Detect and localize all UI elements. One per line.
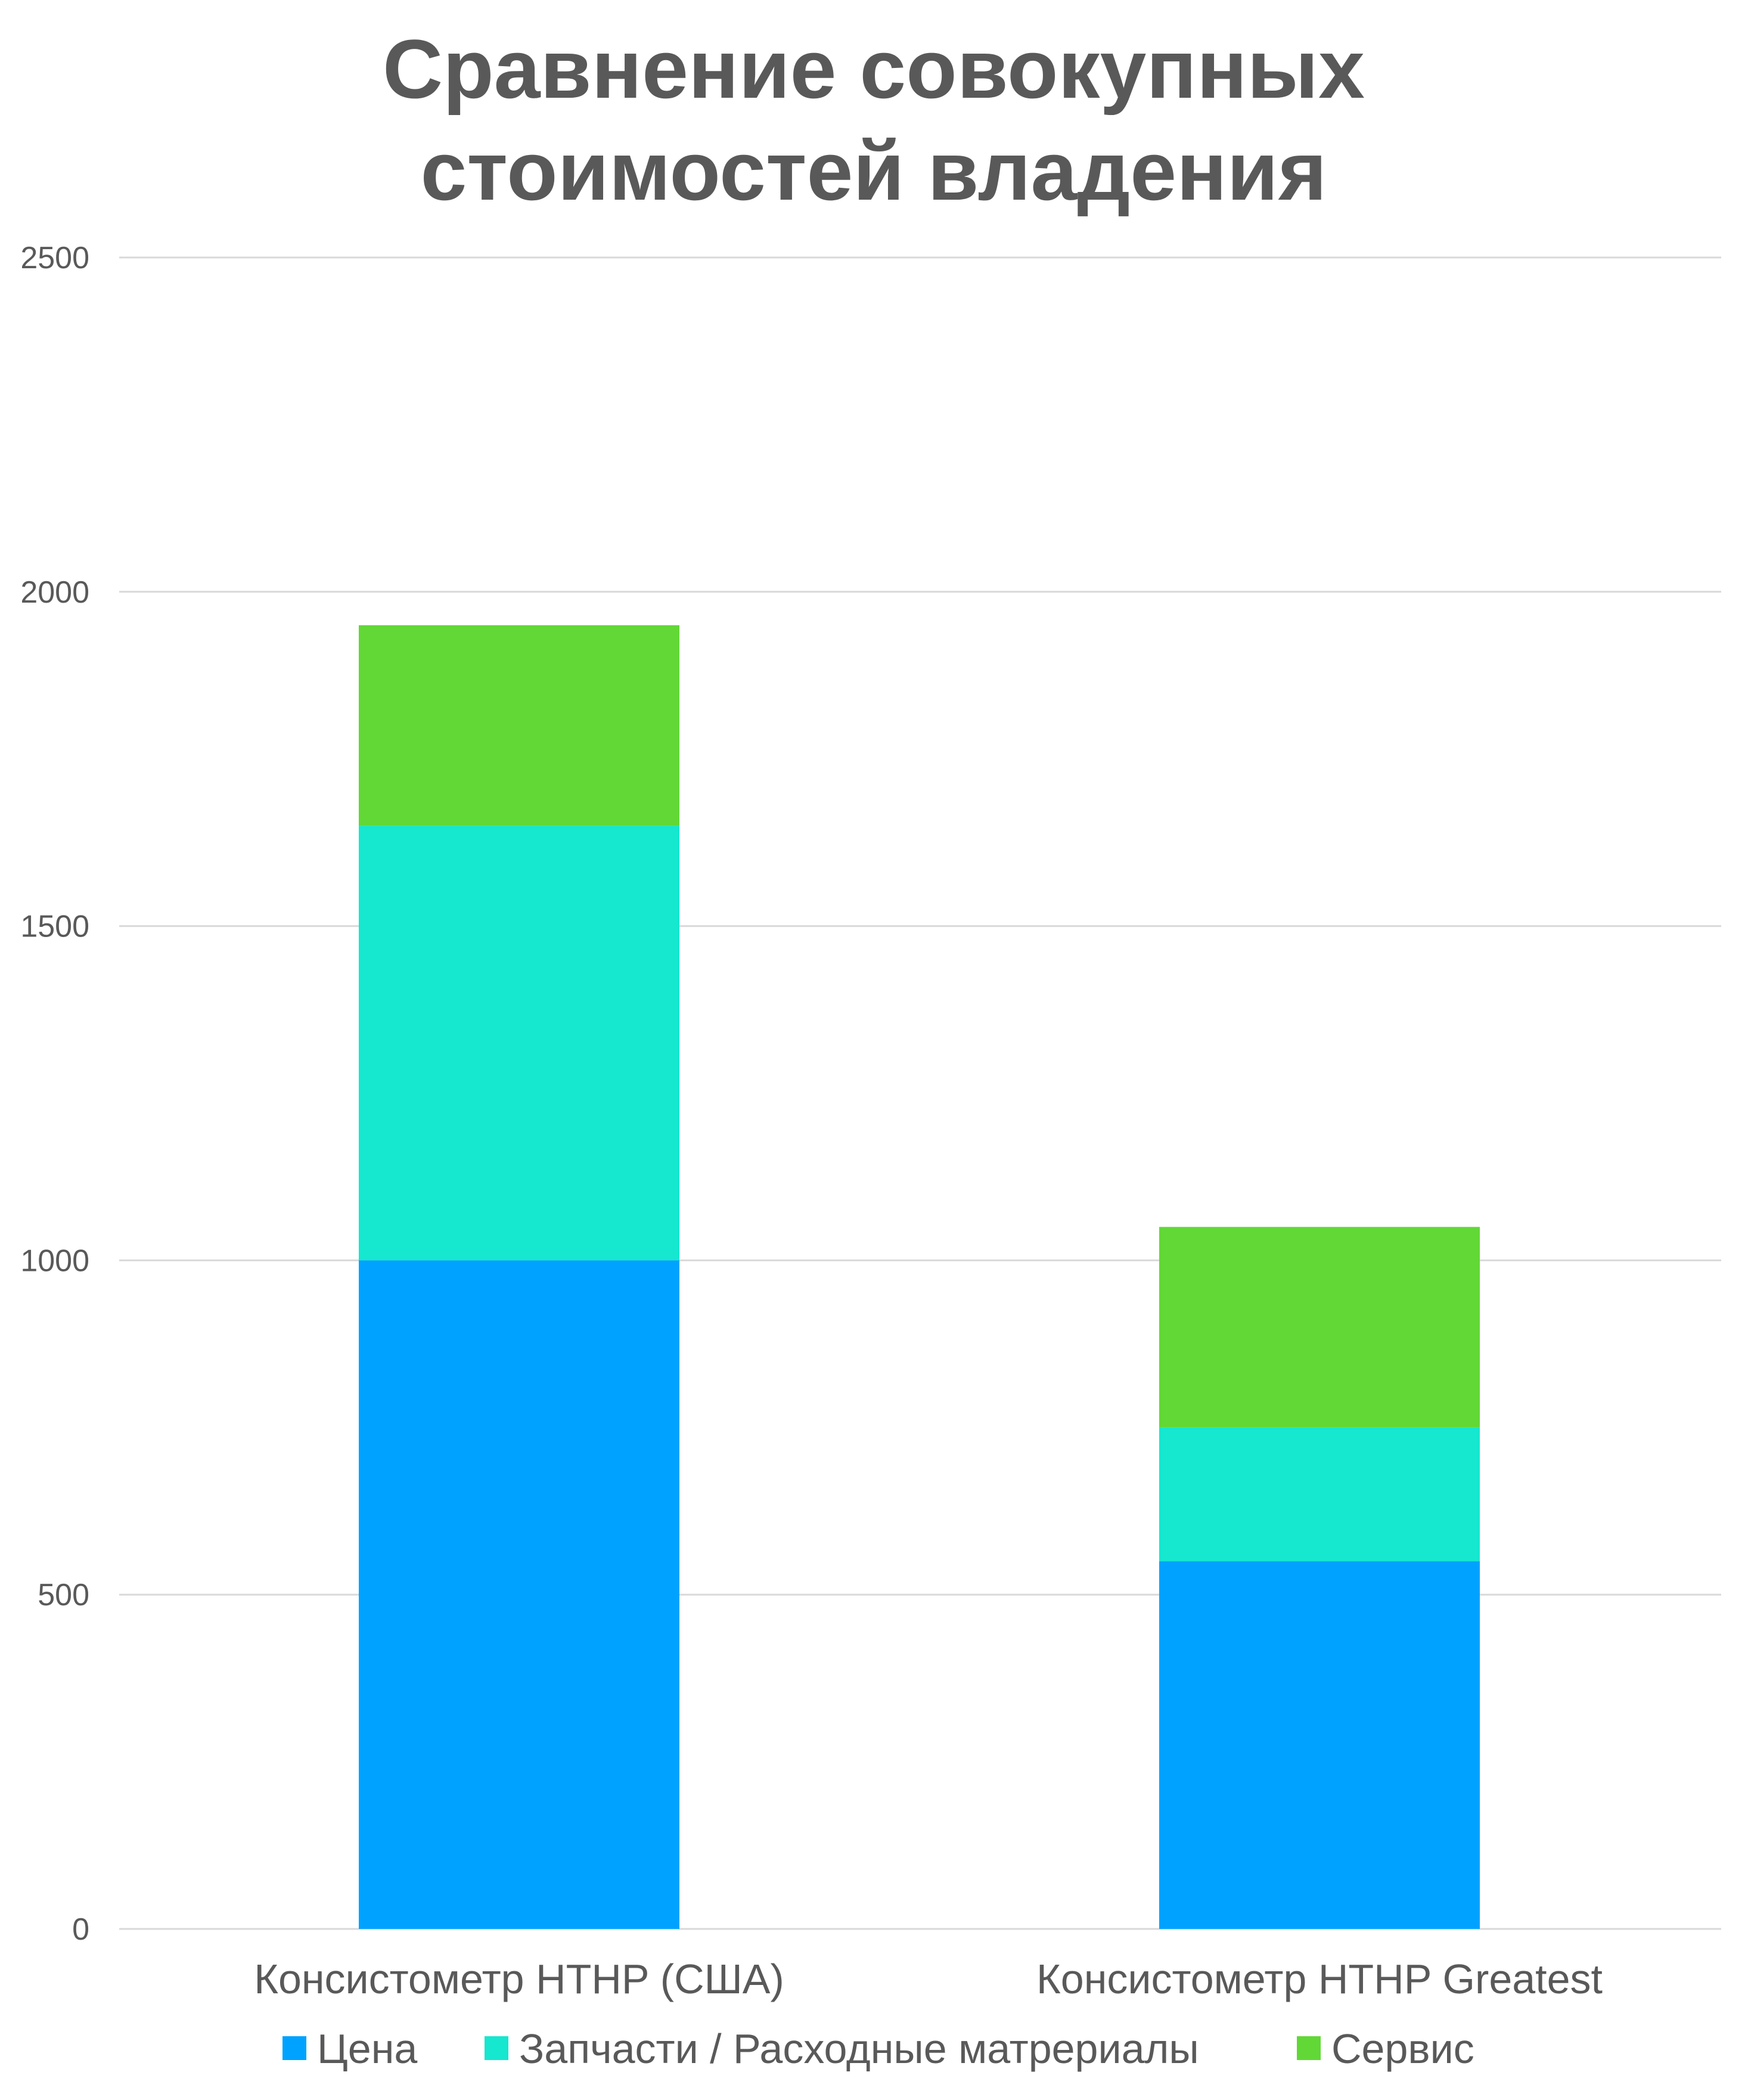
- legend-label: Сервис: [1331, 2025, 1474, 2072]
- bar-segment: [1159, 1227, 1480, 1428]
- legend-swatch: [1297, 2036, 1321, 2060]
- legend-swatch: [282, 2036, 306, 2060]
- y-axis-tick-labels: 0 500 1000 1500 2000 2500: [20, 241, 89, 1947]
- y-tick-label: 1000: [20, 1243, 89, 1278]
- chart-title-line: стоимостей владения: [421, 124, 1327, 218]
- y-tick-label: 2000: [20, 575, 89, 610]
- x-category-label: Консистометр HTHP Greatest: [1036, 1956, 1603, 2002]
- bar-segment: [1159, 1561, 1480, 1929]
- y-tick-label: 1500: [20, 910, 89, 944]
- legend-swatch: [485, 2036, 508, 2060]
- bar-segment: [359, 826, 679, 1261]
- bar-segment: [359, 625, 679, 826]
- y-tick-label: 0: [72, 1912, 89, 1947]
- y-tick-label: 2500: [20, 241, 89, 275]
- x-axis-category-labels: Консистометр HTHP (США) Консистометр HTHP…: [254, 1956, 1603, 2002]
- chart-title-line: Сравнение совокупных: [383, 22, 1365, 116]
- bar-segment: [359, 1260, 679, 1929]
- y-tick-label: 500: [38, 1578, 89, 1612]
- legend-label: Цена: [317, 2025, 417, 2072]
- x-category-label: Консистометр HTHP (США): [254, 1956, 784, 2002]
- legend: Цена Запчасти / Расходные матрериалы Серви…: [282, 2025, 1474, 2072]
- legend-label: Запчасти / Расходные матрериалы: [519, 2025, 1199, 2072]
- bar-segment: [1159, 1427, 1480, 1562]
- bars: [359, 625, 1480, 1929]
